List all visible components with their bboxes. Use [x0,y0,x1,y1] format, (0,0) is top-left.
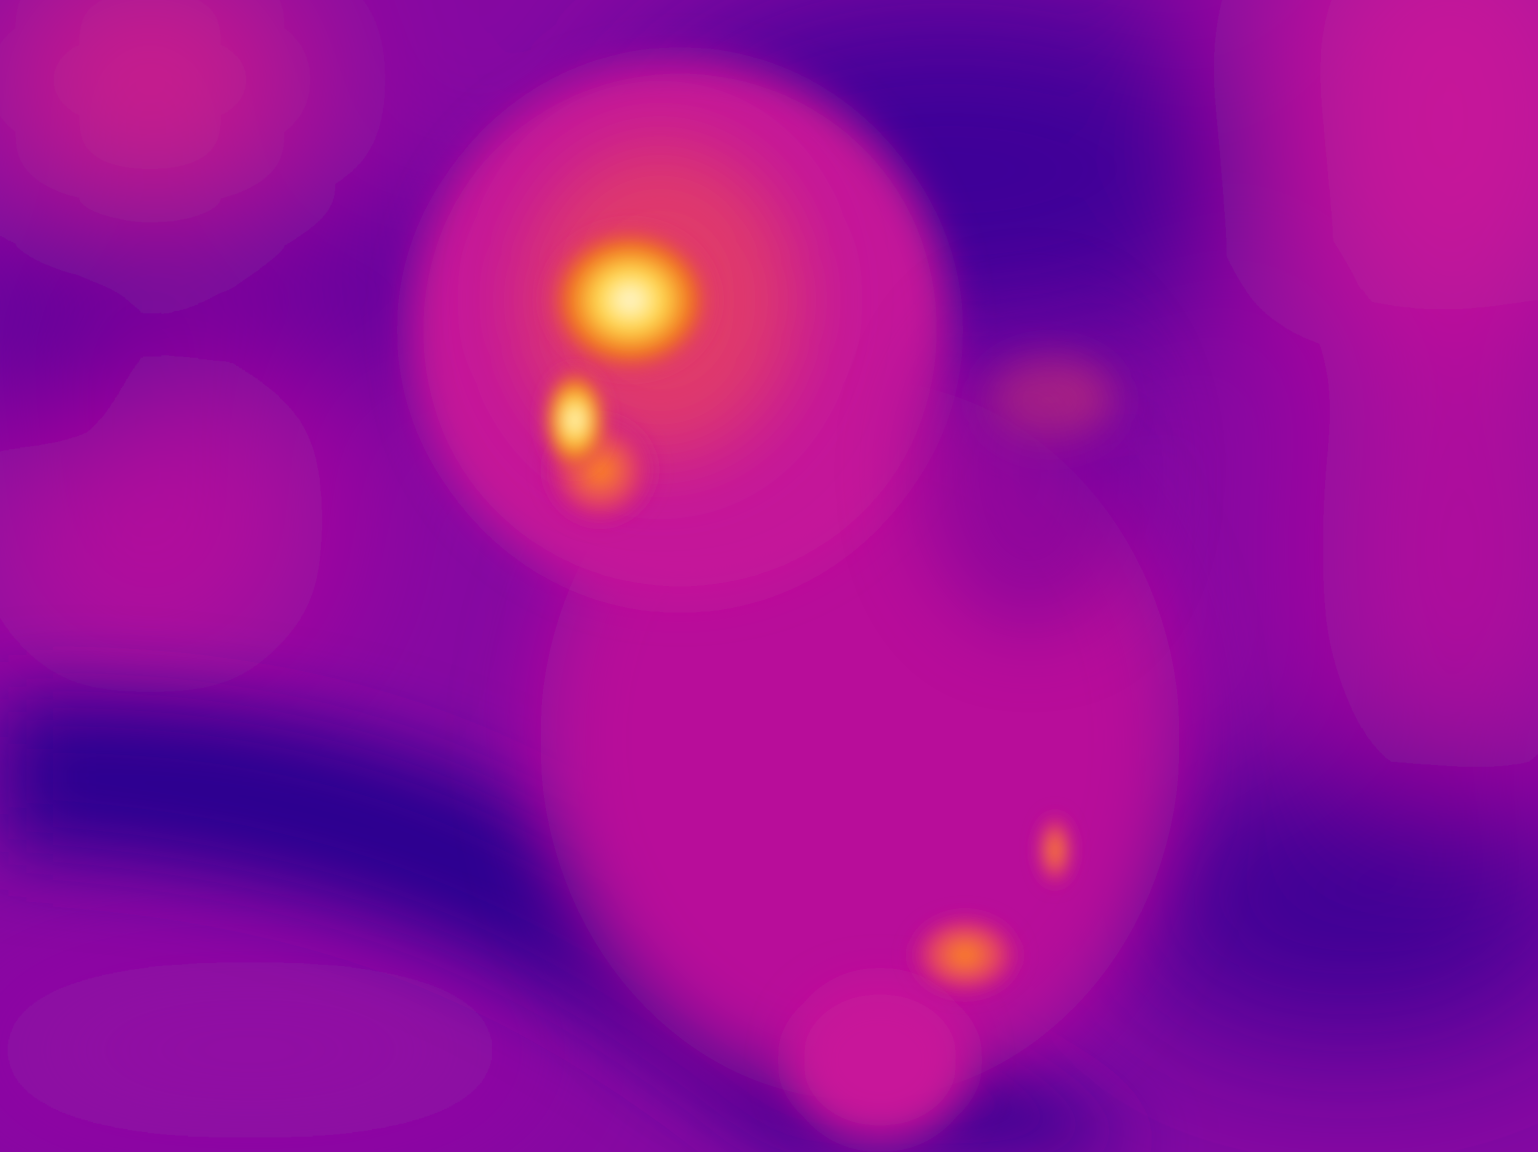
bird [410,60,1180,1140]
